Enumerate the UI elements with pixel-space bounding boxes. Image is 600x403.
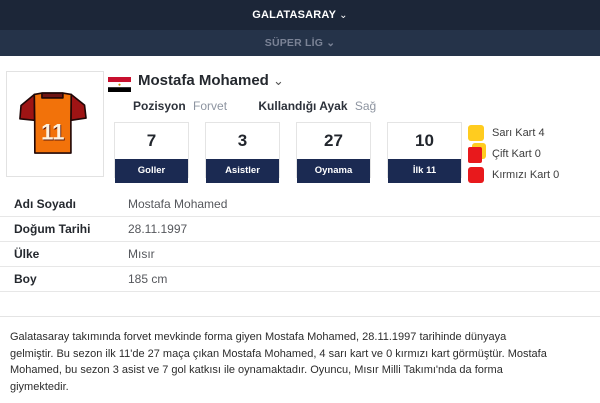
svg-text:11: 11	[41, 120, 64, 145]
